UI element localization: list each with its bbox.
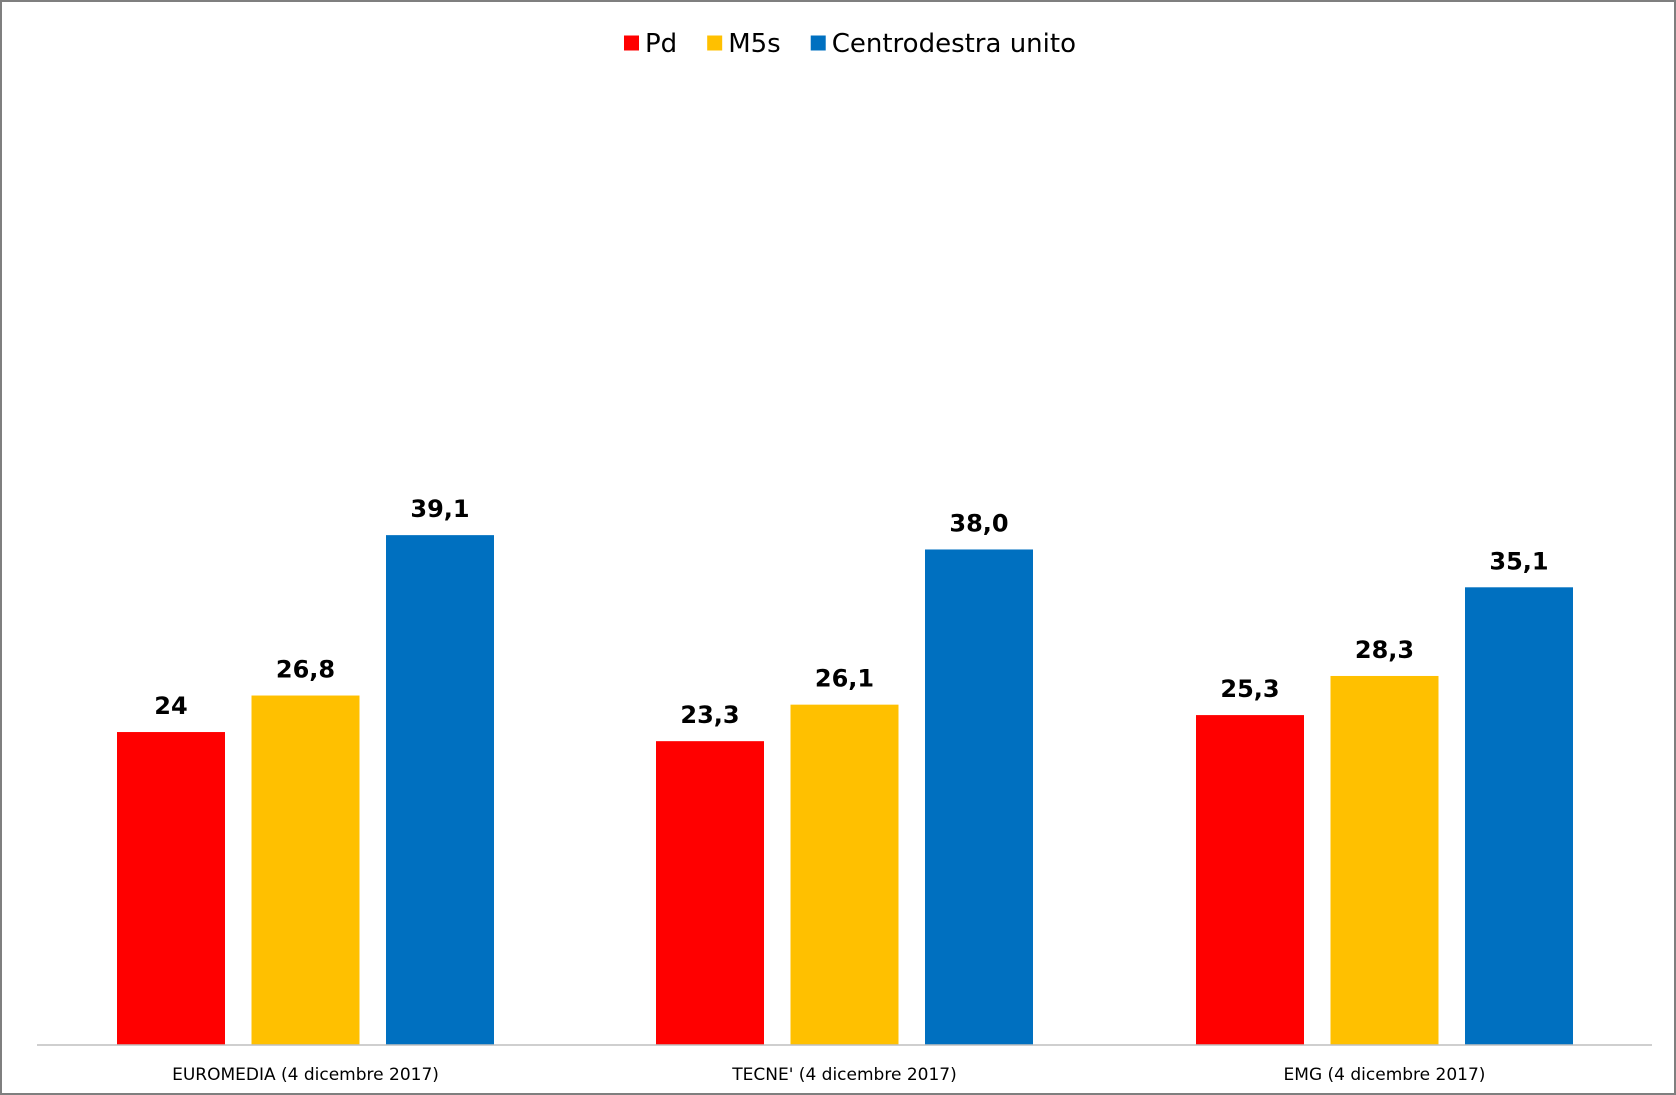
value-label-centrodestra-unito-2: 38,0 — [949, 509, 1008, 537]
legend-label-m5s: M5s — [728, 29, 781, 59]
value-label-centrodestra-unito-1: 39,1 — [410, 495, 469, 523]
bar-m5s-1 — [251, 695, 360, 1045]
category-label-3: EMG (4 dicembre 2017) — [1284, 1065, 1486, 1085]
bar-m5s-2 — [790, 704, 899, 1045]
legend-swatch-m5s — [707, 35, 723, 51]
bar-centrodestra-unito-2 — [925, 549, 1033, 1045]
bar-pd-1 — [117, 732, 225, 1045]
bar-pd-2 — [656, 741, 764, 1045]
category-labels-group: EUROMEDIA (4 dicembre 2017) TECNE' (4 dic… — [172, 1065, 1485, 1085]
bar-centrodestra-unito-1 — [386, 535, 494, 1045]
value-label-pd-1: 24 — [154, 692, 187, 720]
legend-swatch-centrodestra-unito — [810, 35, 826, 51]
bar-m5s-3 — [1330, 675, 1439, 1045]
category-label-1: EUROMEDIA (4 dicembre 2017) — [172, 1065, 439, 1085]
value-label-m5s-1: 26,8 — [276, 656, 335, 684]
value-label-centrodestra-unito-3: 35,1 — [1489, 547, 1548, 575]
value-label-m5s-3: 28,3 — [1355, 636, 1414, 664]
legend-swatch-pd — [624, 35, 639, 51]
value-label-pd-2: 23,3 — [680, 701, 739, 729]
value-label-m5s-2: 26,1 — [815, 665, 874, 693]
legend-label-pd: Pd — [645, 29, 677, 59]
bars-group — [117, 535, 1573, 1045]
value-labels-group: 24 23,3 25,3 26,8 26,1 28,3 39,1 38,0 35,1 — [154, 495, 1548, 729]
legend-label-centrodestra-unito: Centrodestra unito — [832, 29, 1076, 59]
bar-pd-3 — [1196, 715, 1304, 1045]
bar-centrodestra-unito-3 — [1465, 587, 1573, 1045]
value-label-pd-3: 25,3 — [1220, 675, 1279, 703]
legend: Pd M5s Centrodestra unito — [624, 29, 1076, 59]
category-label-2: TECNE' (4 dicembre 2017) — [731, 1065, 956, 1085]
